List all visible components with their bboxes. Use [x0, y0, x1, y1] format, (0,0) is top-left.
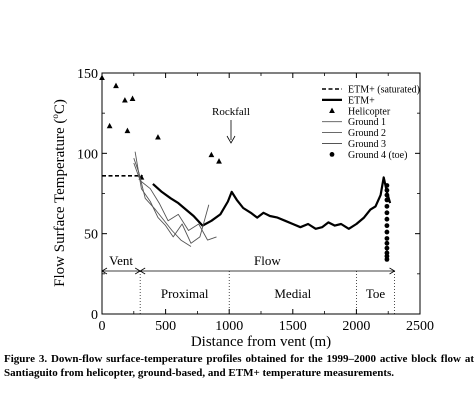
y-tick-label: 150: [77, 67, 98, 82]
helicopter-point: [155, 134, 161, 140]
subzone-proximal-label: Proximal: [161, 286, 209, 301]
subzone-toe-label: Toe: [366, 286, 386, 301]
zone-flow-label: Flow: [254, 253, 281, 268]
ground-4-toe-point: [384, 245, 390, 251]
ground-4-toe-point: [384, 210, 390, 216]
helicopter-point: [129, 95, 136, 101]
ground-4-toe-point: [384, 203, 390, 209]
series-etm: [152, 176, 392, 230]
helicopter-point: [106, 122, 113, 129]
y-tick-label: 100: [77, 147, 98, 162]
zone-flow-arrow-right: [389, 267, 396, 275]
series-ground-4-toe: [384, 183, 390, 262]
x-tick-label: 0: [99, 319, 106, 334]
series-ground-1: [133, 158, 192, 247]
ground-1-line: [133, 158, 192, 247]
legend-etm-label: ETM+: [348, 95, 375, 106]
x-tick-label: 1000: [215, 319, 243, 334]
series-ground-2: [133, 162, 217, 241]
legend-ground-1-label: Ground 1: [348, 117, 386, 128]
series-ground-3: [134, 151, 210, 244]
axis-ticks: 0 500 1000 1500 2000 2500 0 50 100 150: [77, 67, 434, 334]
legend-etm-saturated-label: ETM+ (saturated): [348, 85, 420, 96]
ground-4-toe-point: [384, 256, 390, 262]
ground-4-toe-point: [384, 229, 390, 235]
x-tick-label: 500: [155, 319, 176, 334]
ground-3-line: [134, 151, 210, 244]
series-helicopter: [99, 74, 222, 180]
zone-annotations: Vent Flow Proximal Medial Toe: [101, 253, 396, 314]
y-axis-label: Flow Surface Temperature (oC): [50, 99, 68, 287]
helicopter-point: [124, 127, 131, 134]
ground-4-toe-point: [384, 192, 390, 198]
zone-vent-label: Vent: [109, 253, 133, 268]
x-tick-label: 2500: [406, 319, 434, 334]
chart-marks: [99, 74, 392, 262]
x-tick-label: 1500: [279, 319, 307, 334]
y-tick-label: 50: [84, 228, 98, 243]
temperature-profile-chart: 0 500 1000 1500 2000 2500 0 50 100 150 Distance f…: [50, 67, 434, 350]
ground-4-toe-point: [384, 216, 390, 222]
legend-helicopter-swatch: [329, 107, 335, 114]
helicopter-point: [208, 151, 215, 158]
ground-4-toe-point: [384, 183, 390, 188]
legend-helicopter-label: Helicopter: [348, 106, 391, 117]
ground-4-toe-point: [384, 236, 390, 241]
zone-vent-arrow-left: [101, 267, 108, 275]
helicopter-point: [122, 97, 128, 103]
rockfall-label: Rockfall: [212, 106, 250, 118]
subzone-medial-label: Medial: [274, 286, 311, 301]
ground-4-toe-point: [384, 240, 390, 246]
helicopter-point: [216, 158, 222, 164]
legend-ground-4-toe-swatch: [329, 152, 335, 157]
x-axis-label: Distance from vent (m): [191, 334, 331, 350]
rockfall-annotation: Rockfall: [212, 106, 250, 144]
ground-4-toe-point: [384, 197, 390, 203]
etm-line: [152, 176, 392, 230]
x-tick-label: 2000: [342, 319, 370, 334]
ground-2-line: [133, 162, 217, 241]
legend-ground-3-label: Ground 3: [348, 139, 386, 150]
figure-caption: Figure 3. Down-flow surface-temperature …: [4, 353, 474, 379]
y-axis-label-main: Flow Surface Temperature (: [52, 119, 68, 287]
ground-4-toe-point: [384, 187, 390, 193]
ground-4-toe-point: [384, 223, 390, 229]
zone-flow-arrow-left: [139, 267, 146, 275]
legend-ground-4-toe-label: Ground 4 (toe): [348, 150, 407, 161]
y-axis-label-unit: C): [52, 99, 68, 114]
helicopter-point: [113, 82, 119, 89]
y-axis-label-degree: o: [50, 114, 60, 119]
rockfall-arrow-head: [226, 135, 236, 144]
y-tick-label: 0: [91, 308, 98, 323]
legend-ground-2-label: Ground 2: [348, 128, 386, 139]
